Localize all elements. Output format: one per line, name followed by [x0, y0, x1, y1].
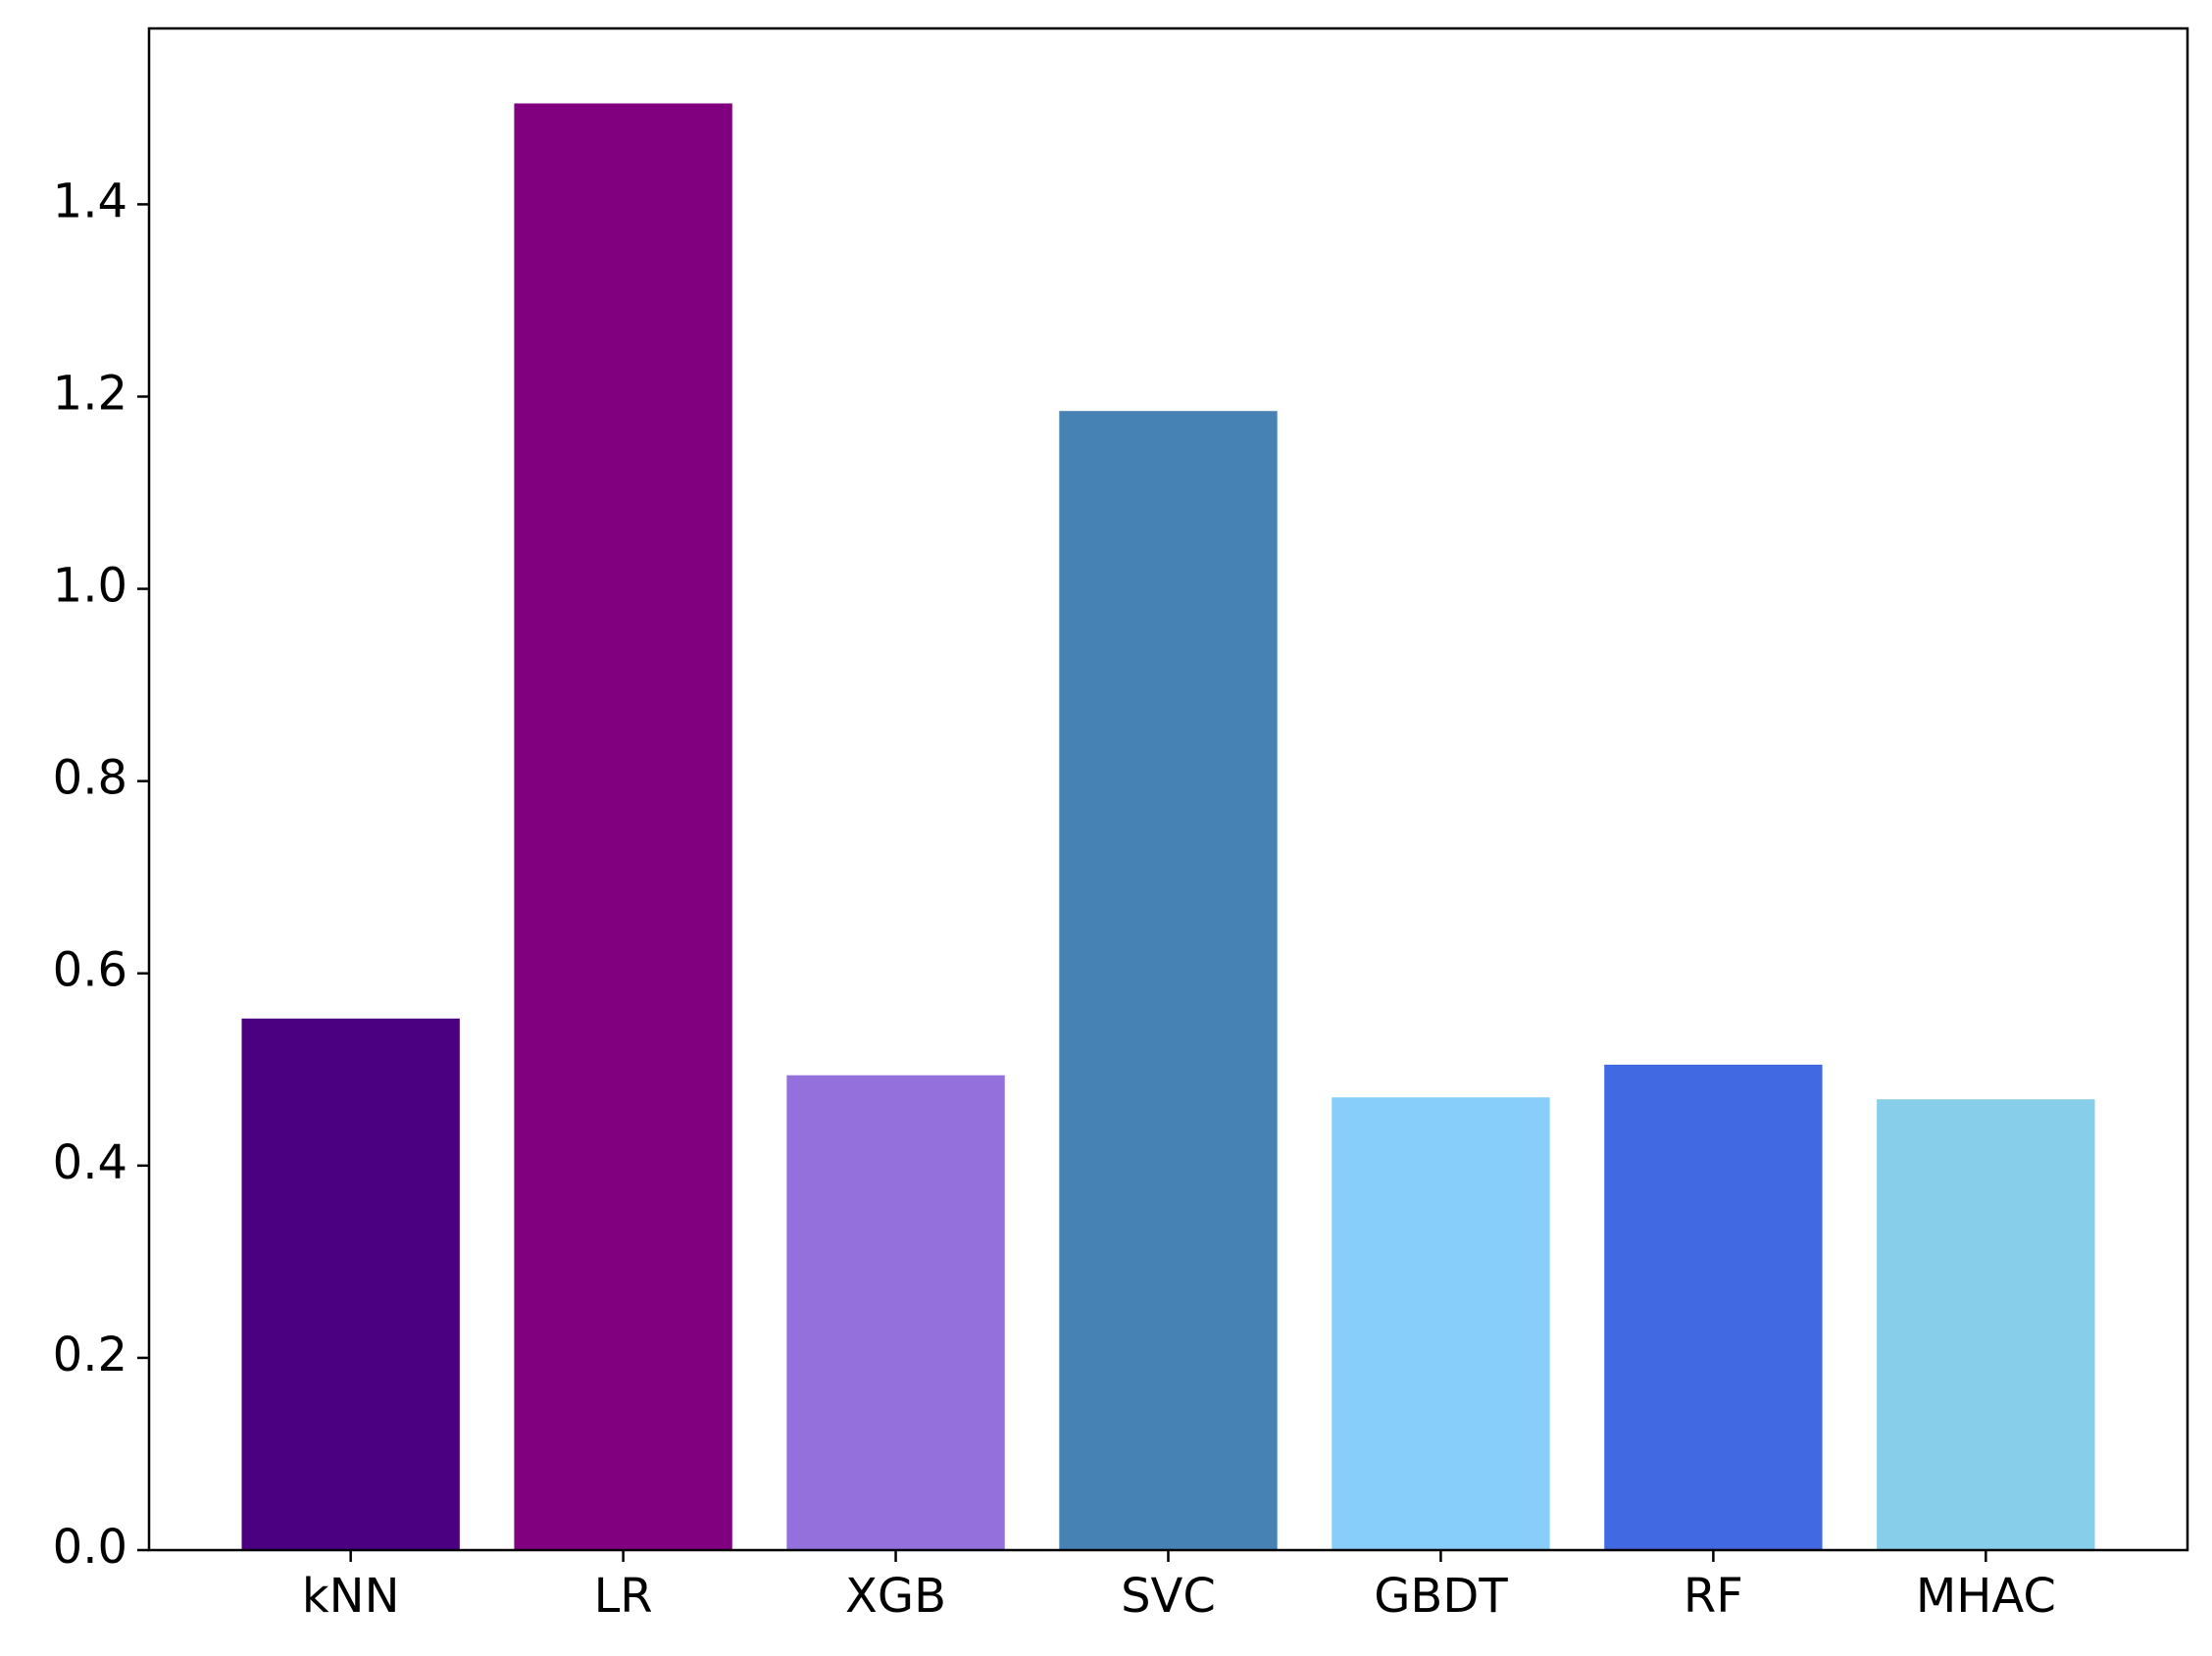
y-tick-label: 1.4 — [53, 174, 127, 228]
y-tick-label: 0.6 — [53, 943, 127, 998]
plot-frame — [147, 26, 2189, 1552]
x-tick-label: kNN — [302, 1569, 400, 1624]
y-tick-label: 0.0 — [53, 1520, 127, 1575]
y-tick-label: 0.2 — [53, 1328, 127, 1382]
bar — [1332, 1097, 1550, 1550]
y-tick-label: 1.0 — [53, 559, 127, 614]
x-tick-label: LR — [594, 1569, 653, 1624]
bar — [1877, 1099, 2095, 1550]
x-tick-label: RF — [1684, 1569, 1743, 1624]
bar — [1604, 1064, 1823, 1550]
bar — [514, 103, 732, 1550]
y-tick-label: 0.4 — [53, 1135, 127, 1190]
bar — [241, 1018, 460, 1550]
y-tick-label: 1.2 — [53, 366, 127, 421]
x-tick-label: XGB — [845, 1569, 946, 1624]
bar — [786, 1075, 1005, 1550]
x-tick-label: MHAC — [1916, 1569, 2056, 1624]
y-tick-label: 0.8 — [53, 751, 127, 806]
x-tick-label: SVC — [1121, 1569, 1216, 1624]
x-tick-label: GBDT — [1374, 1569, 1508, 1624]
bar — [1059, 411, 1278, 1550]
